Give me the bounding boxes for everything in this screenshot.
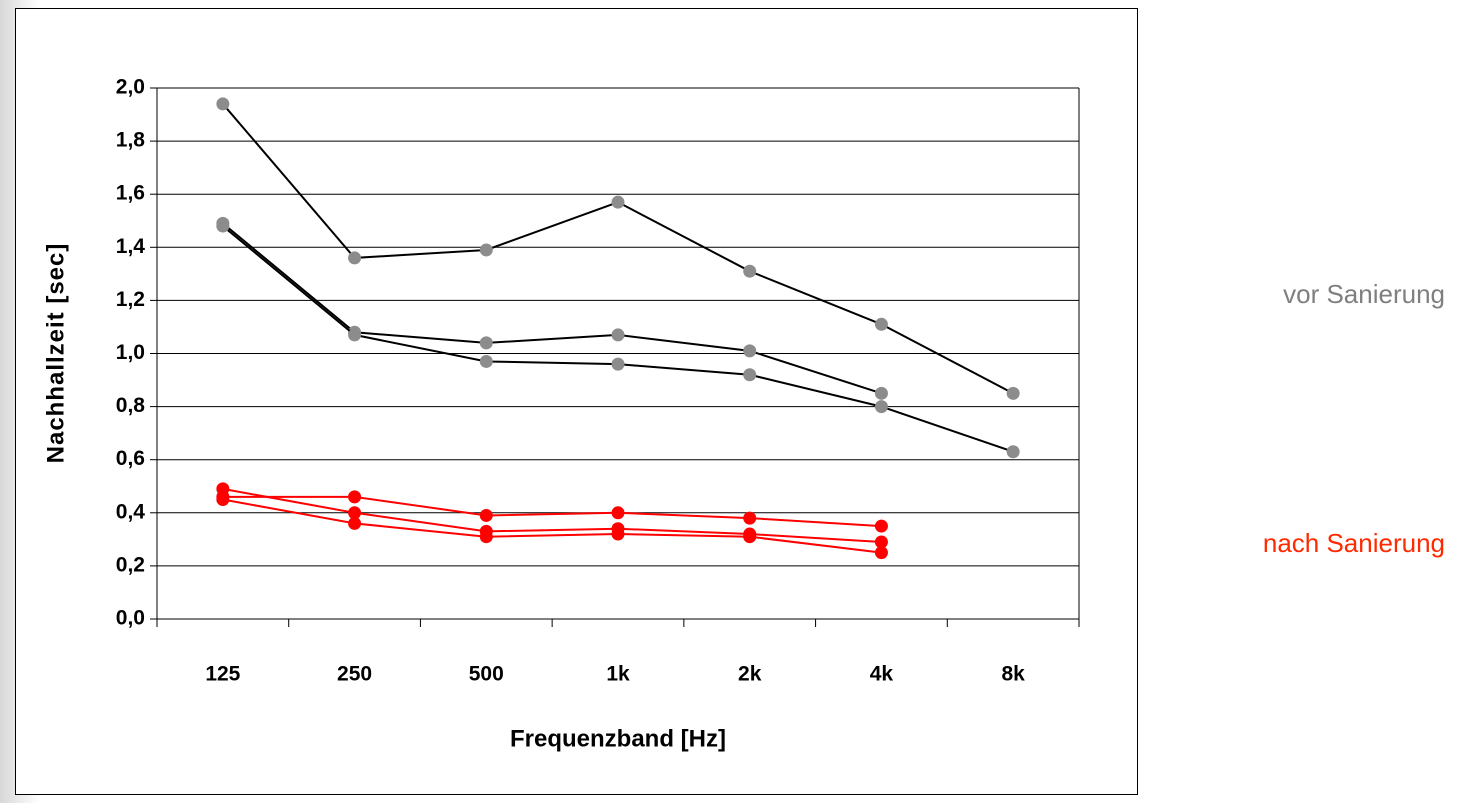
x-tick-label: 250 bbox=[337, 663, 372, 686]
y-tick-label: 1,2 bbox=[116, 288, 145, 311]
data-point bbox=[611, 357, 625, 371]
data-point bbox=[611, 195, 625, 209]
data-point bbox=[216, 97, 230, 111]
data-point bbox=[874, 535, 888, 549]
x-axis-title: Frequenzband [Hz] bbox=[510, 725, 726, 752]
data-point bbox=[348, 251, 362, 265]
data-point bbox=[874, 386, 888, 400]
data-point bbox=[743, 511, 757, 525]
data-point bbox=[1006, 445, 1020, 459]
x-tick-label: 2k bbox=[738, 663, 762, 686]
x-tick-label: 125 bbox=[205, 663, 240, 686]
y-tick-label: 2,0 bbox=[116, 76, 145, 99]
data-point bbox=[348, 516, 362, 530]
data-point bbox=[743, 368, 757, 382]
y-tick-label: 1,4 bbox=[116, 235, 146, 258]
annotation: nach Sanierung bbox=[1263, 528, 1445, 558]
data-point bbox=[216, 219, 230, 233]
data-point bbox=[611, 527, 625, 541]
data-point bbox=[348, 490, 362, 504]
data-point bbox=[479, 508, 493, 522]
y-tick-label: 0,8 bbox=[116, 394, 146, 417]
annotation: vor Sanierung bbox=[1283, 279, 1445, 309]
data-point bbox=[611, 328, 625, 342]
data-point bbox=[216, 493, 230, 507]
data-point bbox=[874, 519, 888, 533]
y-tick-label: 0,0 bbox=[116, 607, 145, 630]
series-line bbox=[222, 487, 882, 544]
y-axis-title: Nachhallzeit [sec] bbox=[42, 243, 69, 464]
data-point bbox=[348, 506, 362, 520]
series-line bbox=[222, 222, 882, 395]
data-point bbox=[874, 546, 888, 560]
y-tick-label: 1,6 bbox=[116, 182, 145, 205]
y-tick-label: 1,0 bbox=[116, 341, 145, 364]
data-point bbox=[348, 328, 362, 342]
y-tick-label: 0,6 bbox=[116, 447, 145, 470]
data-point bbox=[1006, 386, 1020, 400]
y-tick-label: 0,4 bbox=[116, 500, 146, 523]
data-point bbox=[743, 530, 757, 544]
series-line bbox=[222, 495, 882, 528]
data-point bbox=[479, 354, 493, 368]
x-tick-label: 4k bbox=[870, 663, 894, 686]
series-line bbox=[222, 498, 882, 554]
x-tick-label: 500 bbox=[469, 663, 504, 686]
data-point bbox=[874, 317, 888, 331]
data-point bbox=[743, 344, 757, 358]
x-tick-label: 8k bbox=[1001, 663, 1025, 686]
data-point bbox=[874, 400, 888, 414]
data-point bbox=[479, 530, 493, 544]
chart-frame bbox=[15, 8, 1138, 795]
y-tick-label: 0,2 bbox=[116, 553, 145, 576]
y-tick-label: 1,8 bbox=[116, 129, 146, 152]
data-point bbox=[611, 506, 625, 520]
data-point bbox=[743, 264, 757, 278]
data-point bbox=[479, 336, 493, 350]
x-tick-label: 1k bbox=[606, 663, 630, 686]
data-point bbox=[479, 243, 493, 257]
